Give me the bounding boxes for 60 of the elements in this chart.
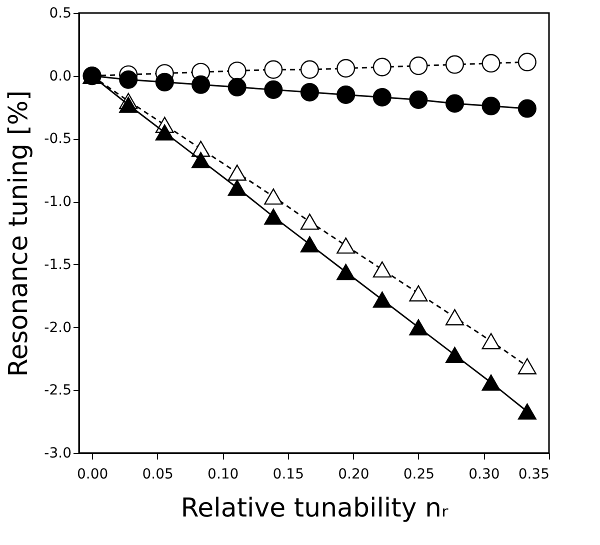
x-tick-label: 0.30: [468, 466, 500, 482]
point: [336, 85, 356, 104]
x-tick-label: 0.00: [76, 466, 108, 482]
point: [445, 55, 464, 74]
point: [518, 403, 536, 420]
point: [445, 346, 464, 364]
point: [372, 88, 392, 106]
y-axis-title: Resonance tuning [%]: [4, 90, 34, 377]
x-tick-label: 0.25: [403, 466, 435, 482]
point: [336, 237, 356, 254]
y-tick-label: -1.0: [44, 194, 72, 210]
y-tick-label: -2.5: [44, 382, 72, 399]
point: [445, 309, 464, 326]
point: [409, 285, 428, 302]
y-tick-label: -2.0: [44, 320, 72, 336]
point: [300, 214, 319, 230]
point: [192, 152, 210, 168]
point: [482, 333, 500, 350]
x-tick-label: 0.15: [272, 466, 304, 482]
point: [264, 188, 283, 205]
point: [409, 56, 428, 76]
point: [300, 82, 319, 102]
point: [409, 90, 428, 109]
point: [518, 99, 536, 118]
point: [409, 319, 428, 336]
x-axis-title: Relative tunability nᵣ: [180, 494, 448, 524]
point: [119, 70, 138, 89]
point: [482, 374, 500, 391]
y-tick-label: -0.5: [44, 131, 72, 148]
point: [482, 54, 500, 73]
y-tick-label: -3.0: [44, 446, 72, 462]
point: [155, 124, 174, 141]
point: [372, 261, 392, 278]
point: [518, 52, 536, 72]
point: [482, 96, 500, 116]
x-tick-label: 0.05: [142, 466, 174, 482]
point: [372, 292, 392, 308]
y-tick-label: 0.5: [49, 6, 72, 22]
y-tick-label: -1.5: [44, 256, 72, 273]
point: [119, 96, 138, 113]
point: [445, 94, 464, 113]
point: [518, 358, 536, 374]
x-tick-label: 0.20: [338, 466, 370, 482]
y-tick-label: 0.0: [49, 68, 72, 84]
point: [228, 180, 246, 196]
point: [264, 208, 283, 225]
x-tick-label: 0.35: [518, 466, 550, 482]
point: [228, 164, 246, 181]
point: [228, 62, 246, 80]
point: [155, 72, 174, 92]
point: [192, 75, 210, 94]
point: [300, 236, 319, 252]
point: [336, 264, 356, 280]
point: [228, 78, 246, 96]
point: [264, 60, 283, 79]
point: [300, 60, 319, 79]
x-tick-label: 0.10: [208, 466, 239, 482]
point: [336, 59, 356, 78]
point: [372, 58, 392, 76]
point: [264, 80, 283, 99]
